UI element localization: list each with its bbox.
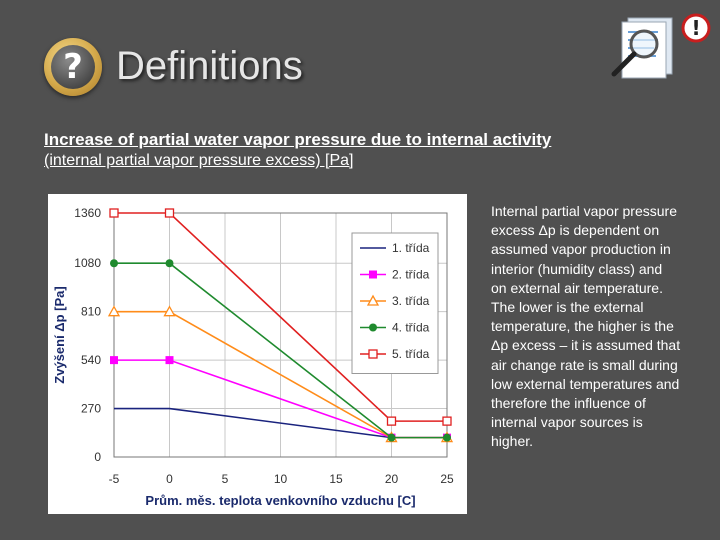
y-tick-label: 1080	[74, 256, 101, 270]
data-point	[369, 270, 377, 279]
legend-label: 3. třída	[392, 294, 430, 308]
description-text: Internal partial vapor pressure excess Δ…	[491, 202, 681, 452]
data-point	[165, 259, 174, 268]
pressure-excess-chart: -5 0 5 10 15 20 25 0 270 540 810 1080 1360 Prům. měs.…	[48, 194, 467, 514]
document-magnifier-alert-icon: !	[611, 13, 711, 79]
data-point	[387, 433, 396, 442]
legend-label: 1. třída	[392, 241, 430, 255]
data-point	[164, 208, 175, 218]
data-point	[366, 294, 380, 306]
y-tick-label: 270	[81, 402, 101, 416]
data-point	[163, 305, 176, 317]
section-subheading: (internal partial vapor pressure excess)…	[44, 152, 354, 169]
svg-text:!: !	[691, 16, 700, 40]
plot-border	[113, 212, 448, 458]
series-line	[114, 262, 447, 439]
series	[110, 259, 451, 442]
data-point	[443, 433, 451, 442]
x-tick-label: 15	[329, 472, 343, 486]
page-title: Definitions	[116, 44, 303, 88]
description-paragraph-1: Internal partial vapor pressure excess Δ…	[491, 203, 677, 296]
y-tick-label: 540	[81, 353, 101, 367]
x-tick-label: -5	[109, 472, 120, 486]
data-point	[109, 208, 119, 218]
data-point	[110, 259, 118, 268]
data-point	[442, 416, 452, 426]
legend-label: 2. třída	[392, 268, 430, 282]
x-tick-label: 5	[222, 472, 229, 486]
series-line	[114, 212, 447, 422]
series	[109, 208, 452, 426]
data-point	[368, 349, 378, 359]
x-axis-label: Prům. měs. teplota venkovního vzduchu [C…	[145, 493, 415, 508]
x-tick-label: 25	[440, 472, 454, 486]
x-tick-label: 0	[166, 472, 173, 486]
legend-box	[351, 232, 439, 374]
data-point	[107, 305, 121, 317]
chart-svg: -5 0 5 10 15 20 25 0 270 540 810 1080 1360 Prům. měs.…	[52, 206, 454, 508]
y-tick-label: 810	[81, 305, 101, 319]
y-tick-label: 1360	[74, 206, 101, 220]
x-tick-label: 10	[274, 472, 288, 486]
data-point	[110, 356, 118, 365]
legend-label: 4. třída	[392, 321, 430, 335]
data-point	[386, 416, 397, 426]
data-point	[369, 323, 377, 332]
x-tick-label: 20	[385, 472, 399, 486]
y-tick-label: 0	[94, 450, 101, 464]
y-axis-label: Zvýšení Δp [Pa]	[52, 286, 67, 383]
question-mark-icon: ?	[51, 45, 95, 89]
legend-label: 5. třída	[392, 347, 430, 361]
data-point	[165, 356, 174, 365]
section-heading: Increase of partial water vapor pressure…	[44, 130, 552, 149]
description-paragraph-2: The lower is the external temperature, t…	[491, 299, 681, 450]
help-badge: ?	[44, 38, 102, 96]
